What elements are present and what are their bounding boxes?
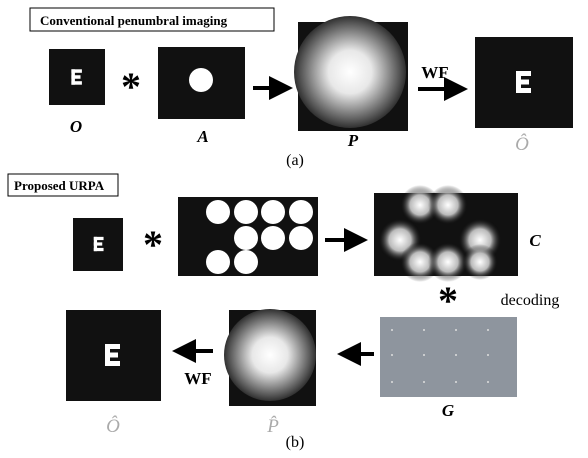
label: A	[196, 127, 208, 146]
decoder-image	[380, 317, 517, 397]
wf-label: WF	[184, 369, 211, 388]
panel-title: Proposed URPA	[14, 178, 105, 193]
caption: (a)	[286, 152, 304, 169]
convolve: *	[143, 222, 163, 267]
label: P̂	[266, 416, 279, 437]
wf-label: WF	[421, 63, 448, 82]
diagram: Conventional penumbral imaging * WF O A …	[0, 0, 588, 458]
convolve: *	[121, 64, 141, 109]
label: P	[347, 131, 359, 150]
caption: (b)	[286, 434, 305, 451]
convolve: *	[438, 278, 458, 323]
label: Ô	[515, 133, 529, 155]
label: O	[70, 117, 82, 136]
label: Ô	[106, 415, 120, 437]
label: C	[529, 231, 541, 250]
decoding-label: decoding	[501, 292, 560, 309]
label: G	[442, 401, 455, 420]
panel-title: Conventional penumbral imaging	[40, 13, 228, 28]
